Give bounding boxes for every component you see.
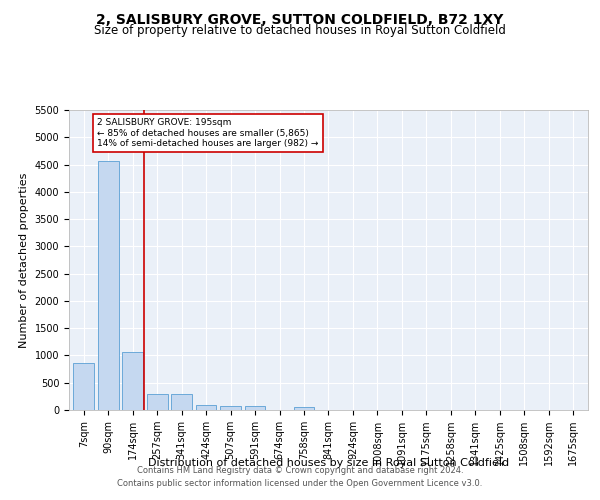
Bar bbox=[293, 407, 314, 410]
Bar bbox=[122, 352, 143, 410]
Bar bbox=[220, 406, 241, 410]
Text: Contains HM Land Registry data © Crown copyright and database right 2024.
Contai: Contains HM Land Registry data © Crown c… bbox=[118, 466, 482, 487]
Text: 2, SALISBURY GROVE, SUTTON COLDFIELD, B72 1XY: 2, SALISBURY GROVE, SUTTON COLDFIELD, B7… bbox=[97, 12, 503, 26]
Y-axis label: Number of detached properties: Number of detached properties bbox=[19, 172, 29, 348]
Bar bbox=[147, 394, 167, 410]
Bar bbox=[98, 162, 119, 410]
Text: 2 SALISBURY GROVE: 195sqm
← 85% of detached houses are smaller (5,865)
14% of se: 2 SALISBURY GROVE: 195sqm ← 85% of detac… bbox=[97, 118, 319, 148]
Bar bbox=[245, 406, 265, 410]
Text: Size of property relative to detached houses in Royal Sutton Coldfield: Size of property relative to detached ho… bbox=[94, 24, 506, 37]
Text: Distribution of detached houses by size in Royal Sutton Coldfield: Distribution of detached houses by size … bbox=[148, 458, 509, 468]
Bar bbox=[171, 394, 192, 410]
Bar bbox=[196, 406, 217, 410]
Bar bbox=[73, 362, 94, 410]
